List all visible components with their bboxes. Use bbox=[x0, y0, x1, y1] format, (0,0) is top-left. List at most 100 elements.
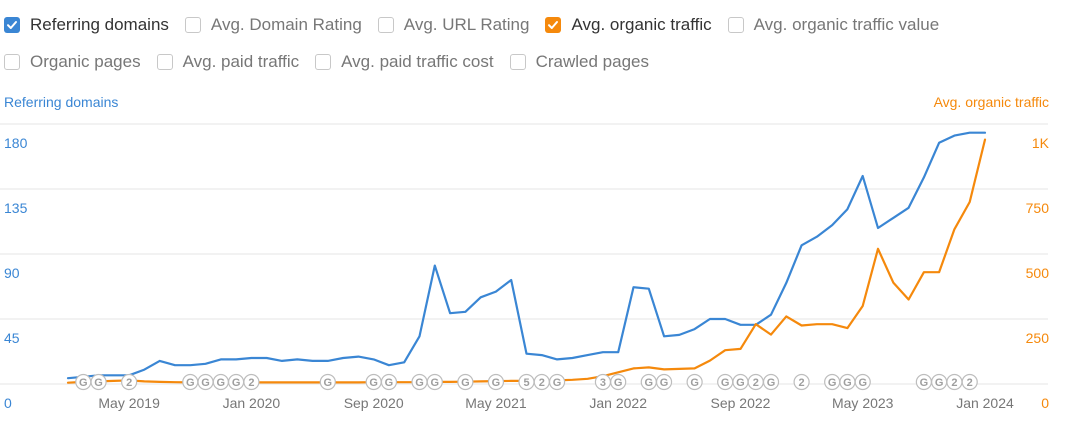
google-update-marker[interactable]: G bbox=[75, 373, 92, 391]
checkbox-unchecked-icon[interactable] bbox=[727, 17, 744, 33]
event-marker-circle bbox=[610, 373, 627, 391]
series-line-organic-traffic bbox=[66, 138, 987, 384]
event-marker-label: 3 bbox=[600, 377, 606, 389]
event-marker-label: G bbox=[385, 377, 394, 389]
checkbox-label: Avg. paid traffic bbox=[182, 52, 300, 71]
checkbox-unchecked-icon[interactable] bbox=[184, 17, 201, 33]
event-marker-label: G bbox=[186, 377, 195, 389]
google-update-marker[interactable]: G bbox=[365, 373, 382, 391]
annotation-count-marker[interactable]: 2 bbox=[747, 373, 764, 391]
annotation-count-marker[interactable]: 2 bbox=[946, 373, 963, 391]
checkbox-label: Avg. organic traffic value bbox=[753, 15, 940, 34]
checkbox-referring-domains[interactable]: Referring domains bbox=[4, 15, 169, 35]
annotation-count-marker[interactable]: 2 bbox=[793, 373, 810, 391]
event-marker-circle bbox=[426, 373, 443, 391]
event-marker-label: 2 bbox=[951, 377, 957, 389]
event-marker-circle bbox=[90, 373, 107, 391]
left-tick-label: 0 bbox=[4, 395, 12, 411]
google-update-marker[interactable]: G bbox=[548, 373, 566, 391]
x-tick-label: May 2019 bbox=[98, 395, 160, 411]
google-update-marker[interactable]: G bbox=[319, 373, 336, 391]
checkbox-crawled-pages[interactable]: Crawled pages bbox=[509, 52, 649, 72]
google-update-marker[interactable]: G bbox=[411, 373, 428, 391]
event-marker-label: G bbox=[690, 377, 699, 389]
google-update-marker[interactable]: G bbox=[610, 373, 627, 391]
google-update-marker[interactable]: G bbox=[931, 373, 948, 391]
event-marker-label: G bbox=[461, 377, 470, 389]
checkbox-checked-icon[interactable] bbox=[545, 17, 562, 33]
event-marker-circle bbox=[793, 373, 810, 391]
event-marker-label: G bbox=[843, 377, 852, 389]
checkbox-unchecked-icon[interactable] bbox=[315, 54, 332, 70]
checkbox-checked-icon[interactable] bbox=[4, 17, 20, 33]
annotation-count-marker[interactable]: 3 bbox=[594, 373, 612, 391]
checkbox-unchecked-icon[interactable] bbox=[377, 17, 394, 33]
annotation-count-marker[interactable]: 5 bbox=[518, 373, 535, 391]
annotation-count-marker[interactable]: 2 bbox=[533, 373, 550, 391]
event-marker-label: G bbox=[94, 377, 103, 389]
event-marker-label: 5 bbox=[523, 377, 529, 389]
right-tick-label: 1K bbox=[1032, 135, 1050, 151]
event-marker-label: 2 bbox=[799, 377, 805, 389]
checkbox-avg-url-rating[interactable]: Avg. URL Rating bbox=[377, 15, 529, 35]
event-marker-label: 2 bbox=[248, 377, 254, 389]
annotation-count-marker[interactable]: 2 bbox=[961, 373, 978, 391]
google-update-marker[interactable]: G bbox=[839, 373, 856, 391]
google-update-marker[interactable]: G bbox=[762, 373, 780, 391]
google-update-marker[interactable]: G bbox=[90, 373, 107, 391]
google-update-marker[interactable]: G bbox=[457, 373, 474, 391]
event-marker-label: G bbox=[324, 377, 333, 389]
checkbox-avg-paid-traffic-cost[interactable]: Avg. paid traffic cost bbox=[315, 52, 494, 72]
event-marker-circle bbox=[655, 373, 673, 391]
event-marker-label: 2 bbox=[967, 377, 973, 389]
google-update-marker[interactable]: G bbox=[854, 373, 871, 391]
checkbox-avg-organic-traffic-value[interactable]: Avg. organic traffic value bbox=[727, 15, 940, 35]
event-marker-label: 2 bbox=[753, 377, 759, 389]
right-tick-label: 0 bbox=[1041, 395, 1049, 411]
right-tick-label: 500 bbox=[1026, 265, 1050, 281]
google-update-marker[interactable]: G bbox=[655, 373, 673, 391]
checkbox-unchecked-icon[interactable] bbox=[4, 54, 20, 70]
checkbox-label: Avg. paid traffic cost bbox=[341, 52, 494, 71]
event-marker-label: G bbox=[415, 377, 424, 389]
metric-toggles-row-2: Organic pages Avg. paid traffic Avg. paid … bbox=[4, 51, 665, 73]
event-marker-label: G bbox=[721, 377, 730, 389]
google-update-marker[interactable]: G bbox=[228, 373, 245, 391]
google-update-marker[interactable]: G bbox=[717, 373, 734, 391]
metric-toggles-row-1: Referring domains Avg. Domain Rating Avg. … bbox=[4, 14, 955, 36]
checkbox-avg-paid-traffic[interactable]: Avg. paid traffic bbox=[156, 52, 300, 72]
google-update-marker[interactable]: G bbox=[915, 373, 932, 391]
google-update-marker[interactable]: G bbox=[426, 373, 443, 391]
checkbox-avg-domain-rating[interactable]: Avg. Domain Rating bbox=[184, 15, 362, 35]
event-marker-circle bbox=[243, 373, 260, 391]
google-update-marker[interactable]: G bbox=[182, 373, 199, 391]
checkbox-unchecked-icon[interactable] bbox=[156, 54, 173, 70]
google-update-marker[interactable]: G bbox=[487, 373, 505, 391]
checkbox-unchecked-icon[interactable] bbox=[509, 54, 526, 70]
google-update-marker[interactable]: G bbox=[197, 373, 214, 391]
event-marker-label: G bbox=[492, 377, 501, 389]
event-marker-label: G bbox=[935, 377, 944, 389]
event-marker-label: G bbox=[431, 377, 440, 389]
google-update-marker[interactable]: G bbox=[212, 373, 229, 391]
x-tick-label: May 2021 bbox=[465, 395, 527, 411]
x-tick-label: Jan 2022 bbox=[589, 395, 647, 411]
annotation-count-marker[interactable]: 2 bbox=[121, 373, 138, 391]
x-tick-label: Sep 2022 bbox=[710, 395, 770, 411]
annotation-count-marker[interactable]: 2 bbox=[243, 373, 260, 391]
event-marker-label: G bbox=[79, 377, 88, 389]
event-marker-label: G bbox=[614, 377, 623, 389]
google-update-marker[interactable]: G bbox=[640, 373, 657, 391]
google-update-marker[interactable]: G bbox=[686, 373, 703, 391]
event-marker-circle bbox=[380, 373, 398, 391]
checkbox-label: Crawled pages bbox=[535, 52, 649, 71]
event-marker-label: G bbox=[920, 377, 929, 389]
google-update-marker[interactable]: G bbox=[732, 373, 749, 391]
checkbox-avg-organic-traffic[interactable]: Avg. organic traffic bbox=[545, 15, 712, 35]
google-update-marker[interactable]: G bbox=[824, 373, 841, 391]
checkbox-label: Organic pages bbox=[30, 52, 141, 71]
checkbox-organic-pages[interactable]: Organic pages bbox=[4, 52, 141, 72]
event-marker-circle bbox=[762, 373, 780, 391]
google-update-marker[interactable]: G bbox=[380, 373, 398, 391]
